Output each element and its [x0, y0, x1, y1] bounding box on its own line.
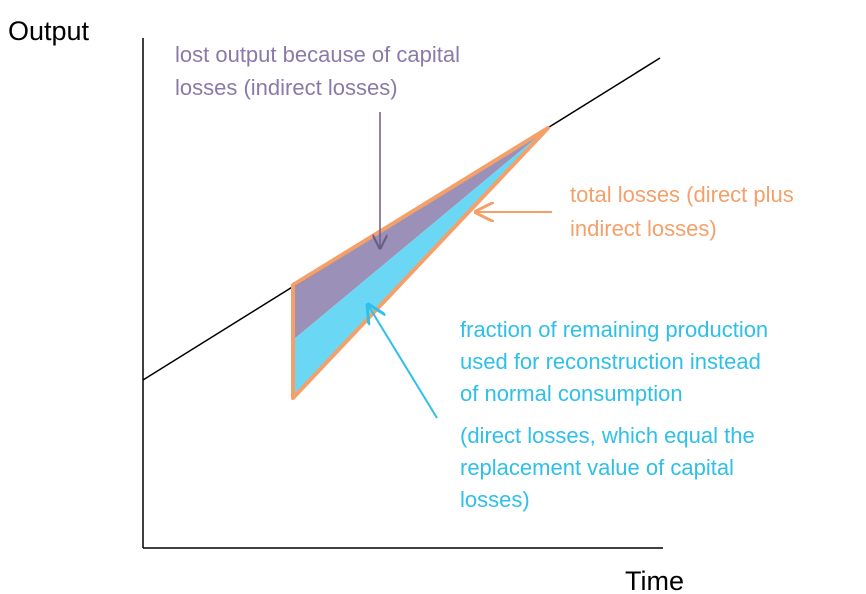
- annotation-line: losses): [460, 487, 530, 512]
- arrow: [368, 305, 438, 419]
- annotation-line: used for reconstruction instead: [460, 349, 761, 374]
- annotation-line: total losses (direct plus: [570, 182, 794, 207]
- annotation-line: lost output because of capital: [175, 42, 460, 67]
- annotation-line: of normal consumption: [460, 381, 683, 406]
- annotation-line: losses (indirect losses): [175, 75, 398, 100]
- annotation-line: replacement value of capital: [460, 455, 734, 480]
- annotation-line: fraction of remaining production: [460, 317, 768, 342]
- annotation-line: indirect losses): [570, 216, 717, 241]
- y-axis-label: Output: [8, 16, 90, 46]
- x-axis-label: Time: [625, 566, 684, 594]
- annotation-line: (direct losses, which equal the: [460, 423, 755, 448]
- total-loss-outline: [291, 126, 550, 400]
